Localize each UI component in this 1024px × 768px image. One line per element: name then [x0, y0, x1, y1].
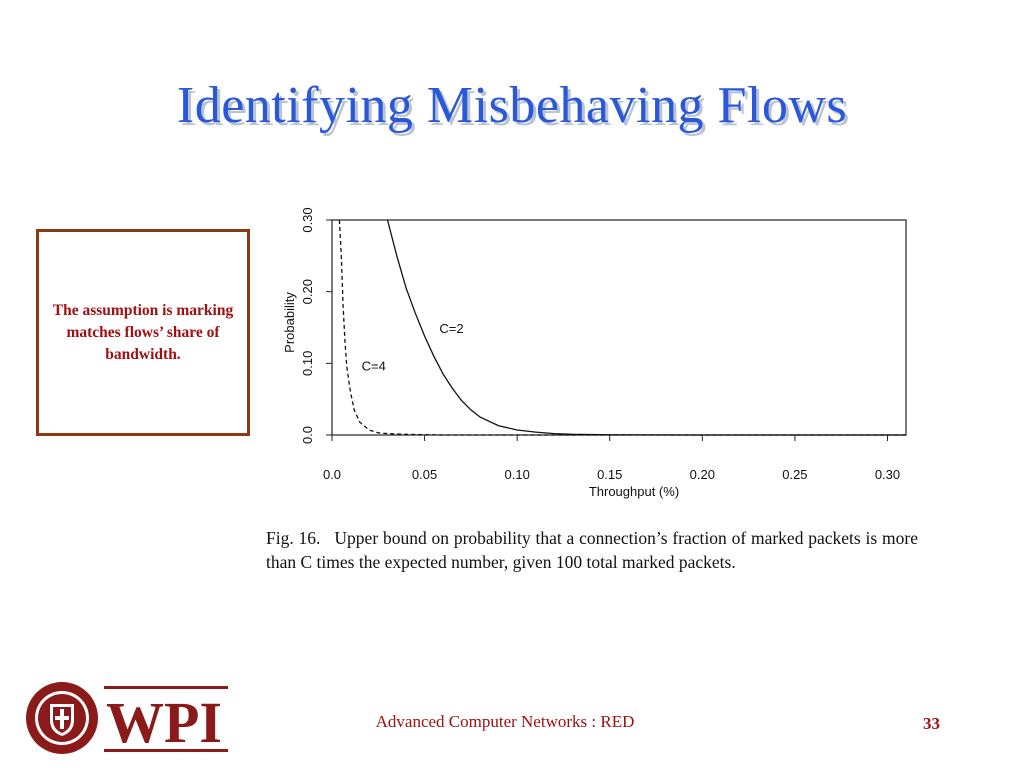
- figure-caption: Fig. 16. Upper bound on probability that …: [266, 526, 918, 574]
- series-line-c-4: [338, 219, 906, 436]
- x-axis-label: Throughput (%): [589, 484, 679, 499]
- x-tick-label: 0.30: [875, 467, 900, 482]
- x-tick-label: 0.25: [782, 467, 807, 482]
- note-box: The assumption is marking matches flows’…: [36, 229, 250, 436]
- x-tick-label: 0.20: [690, 467, 715, 482]
- series-label-c-2: C=2: [439, 321, 463, 336]
- figure-label: Fig. 16.: [266, 528, 321, 548]
- figure-caption-text: Upper bound on probability that a connec…: [266, 528, 918, 572]
- probability-chart: 0.0 0.05 0.10 0.15 0.20 0.25 0.30 0.0 0.10 0.20 0.…: [282, 207, 907, 499]
- x-tick-label: 0.05: [412, 467, 437, 482]
- x-tick-label: 0.0: [323, 467, 341, 482]
- series-line-c-2: [386, 219, 906, 436]
- y-tick-label: 0.30: [300, 207, 315, 232]
- wpi-seal-icon: [26, 682, 98, 754]
- page-number: 33: [923, 714, 940, 733]
- y-axis-label: Probability: [282, 292, 297, 353]
- y-tick-label: 0.20: [300, 279, 315, 304]
- y-tick-label: 0.0: [300, 426, 315, 444]
- x-tick-label: 0.10: [505, 467, 530, 482]
- series-label-c-4: C=4: [362, 359, 386, 374]
- y-tick-label: 0.10: [300, 351, 315, 376]
- footer-course-title: Advanced Computer Networks : RED: [375, 712, 635, 731]
- wpi-logo-text: WPI: [106, 690, 222, 755]
- note-text: The assumption is marking matches flows’…: [52, 301, 234, 363]
- wpi-logo: WPI: [26, 682, 228, 755]
- x-tick-label: 0.15: [597, 467, 622, 482]
- slide-title: Identifying Misbehaving Flows: [176, 77, 848, 134]
- plot-frame: [331, 219, 907, 436]
